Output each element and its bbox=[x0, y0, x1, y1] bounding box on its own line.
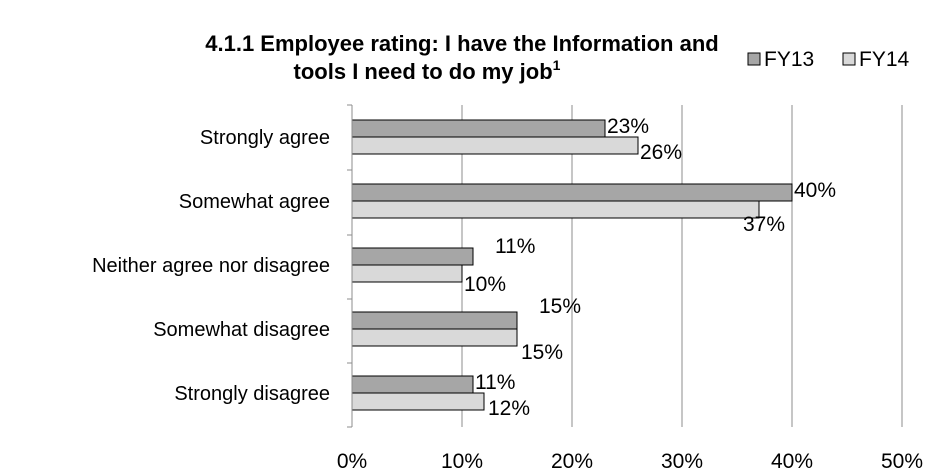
legend-swatch-fy13 bbox=[747, 52, 761, 66]
bar-fy14-0 bbox=[351, 136, 639, 155]
data-label-fy14-4: 12% bbox=[488, 397, 530, 420]
axes: Strongly agree Somewhat agree Neither agre… bbox=[92, 104, 923, 473]
x-tick-label-30: 30% bbox=[661, 450, 703, 473]
bar-fy14-3 bbox=[351, 328, 518, 347]
x-tick-label-10: 10% bbox=[441, 450, 483, 473]
bar-fy13-2 bbox=[351, 247, 474, 266]
bar-fy14-4 bbox=[351, 392, 485, 411]
data-label-fy13-2: 11% bbox=[495, 235, 535, 258]
bar-fy13-0 bbox=[351, 119, 606, 138]
bars bbox=[351, 119, 793, 411]
chart-title-superscript: 1 bbox=[553, 57, 561, 73]
category-label-3: Somewhat disagree bbox=[153, 319, 330, 341]
category-label-2: Neither agree nor disagree bbox=[92, 255, 330, 277]
chart-title-line-1: 4.1.1 Employee rating: I have the Inform… bbox=[205, 31, 718, 56]
data-label-fy14-1: 37% bbox=[743, 213, 785, 236]
data-label-fy13-0: 23% bbox=[607, 115, 649, 138]
legend-label-fy13: FY13 bbox=[764, 48, 814, 71]
x-tick-label-0: 0% bbox=[337, 450, 367, 473]
gridlines bbox=[461, 105, 903, 427]
data-labels: 23% 40% 11% 15% 11% 26% 37% 10% 15% 12% bbox=[464, 115, 836, 420]
chart-title-line-2-text: tools I need to do my job bbox=[294, 59, 553, 84]
bar-fy13-1 bbox=[351, 183, 793, 202]
legend-label-fy14: FY14 bbox=[859, 48, 910, 71]
bar-fy13-3 bbox=[351, 311, 518, 330]
data-label-fy14-0: 26% bbox=[640, 141, 682, 164]
legend: FY13 FY14 bbox=[747, 48, 910, 71]
data-label-fy13-1: 40% bbox=[794, 179, 836, 202]
data-label-fy14-3: 15% bbox=[521, 341, 563, 364]
bar-fy13-4 bbox=[351, 375, 474, 394]
x-tick-label-50: 50% bbox=[881, 450, 923, 473]
category-label-4: Strongly disagree bbox=[174, 383, 330, 405]
bar-fy14-2 bbox=[351, 264, 463, 283]
x-tick-label-20: 20% bbox=[551, 450, 593, 473]
data-label-fy13-3: 15% bbox=[539, 295, 581, 318]
chart-title-line-2: tools I need to do my job1 bbox=[294, 57, 561, 84]
category-label-1: Somewhat agree bbox=[179, 191, 330, 213]
legend-swatch-fy14 bbox=[842, 52, 856, 66]
data-label-fy14-2: 10% bbox=[464, 273, 506, 296]
bar-fy14-1 bbox=[351, 200, 760, 219]
category-label-0: Strongly agree bbox=[200, 127, 330, 149]
x-tick-label-40: 40% bbox=[771, 450, 813, 473]
data-label-fy13-4: 11% bbox=[475, 371, 515, 394]
